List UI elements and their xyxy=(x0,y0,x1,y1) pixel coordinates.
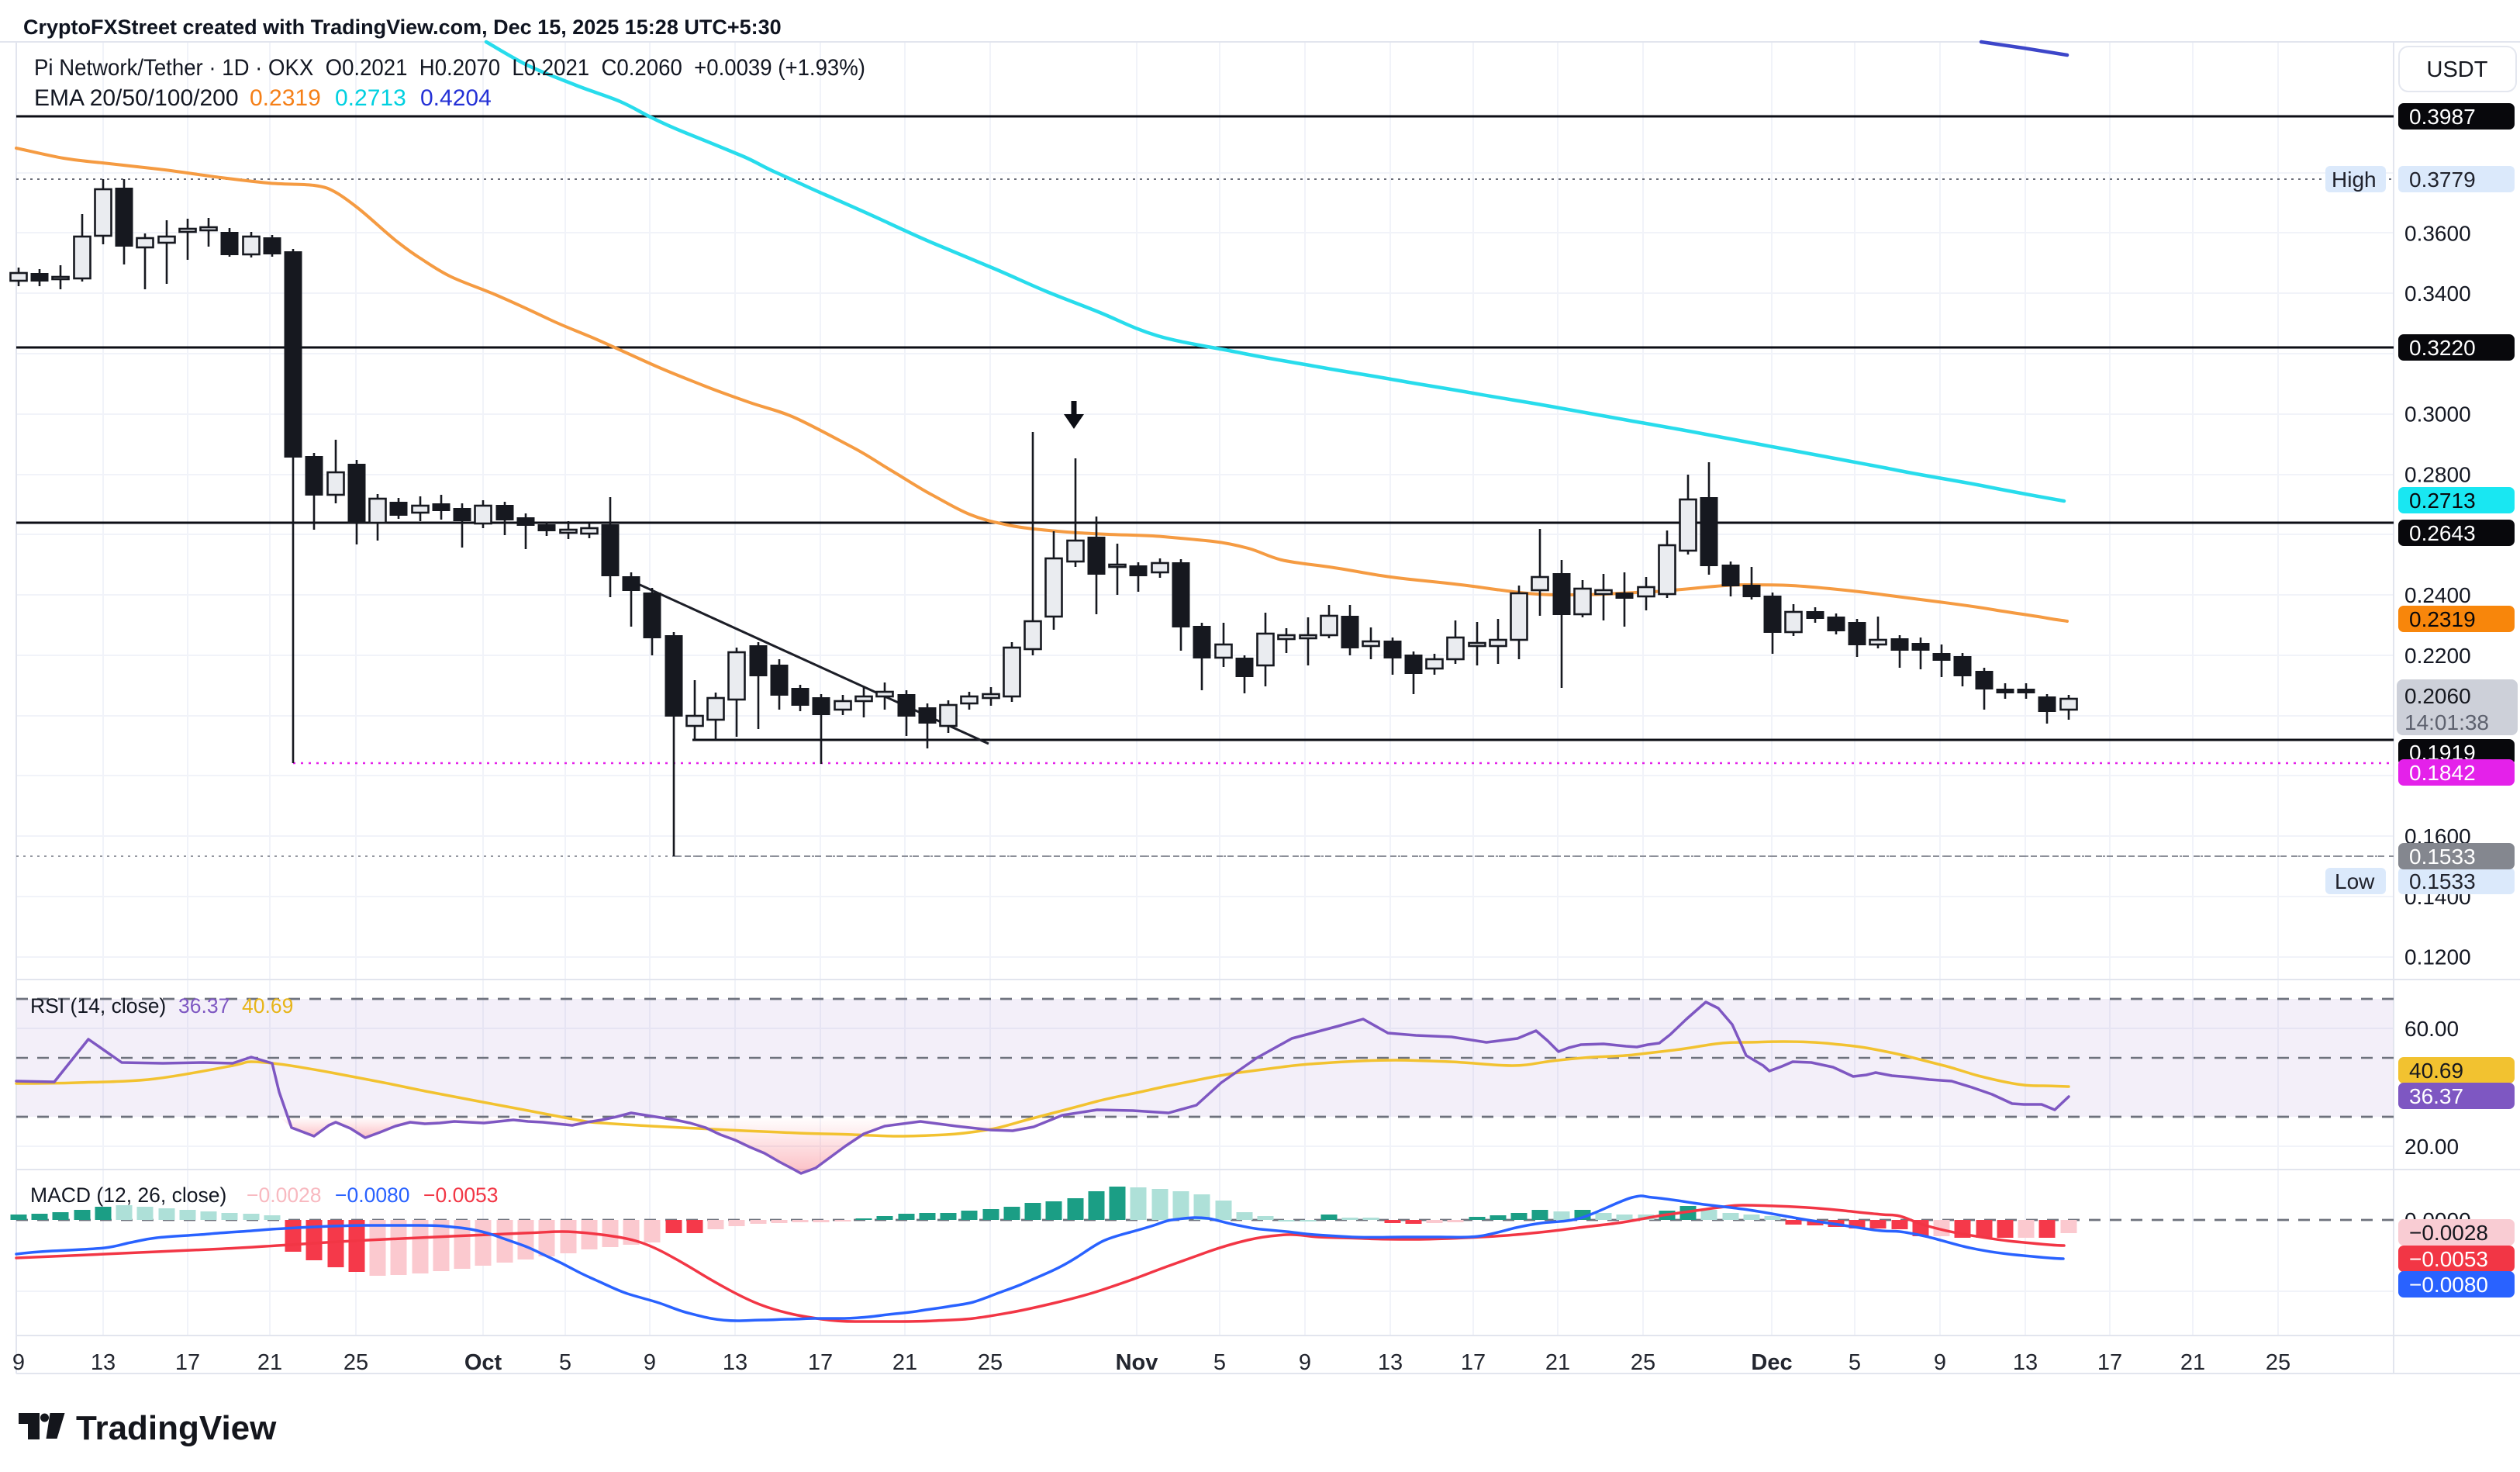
svg-text:0.3220: 0.3220 xyxy=(2409,336,2476,360)
svg-text:36.37: 36.37 xyxy=(178,994,230,1018)
svg-text:Oct: Oct xyxy=(464,1350,502,1375)
svg-text:0.1842: 0.1842 xyxy=(2409,761,2476,785)
svg-text:21: 21 xyxy=(257,1350,282,1375)
svg-text:25: 25 xyxy=(343,1350,368,1375)
svg-text:Low: Low xyxy=(2335,869,2375,893)
svg-text:0.2200: 0.2200 xyxy=(2404,644,2471,668)
svg-text:−0.0028: −0.0028 xyxy=(247,1183,322,1207)
svg-text:0.1533: 0.1533 xyxy=(2409,869,2476,893)
svg-text:0.1200: 0.1200 xyxy=(2404,945,2471,969)
svg-text:RSI (14, close): RSI (14, close) xyxy=(30,994,166,1018)
svg-text:9: 9 xyxy=(644,1350,656,1375)
svg-text:17: 17 xyxy=(2097,1350,2122,1375)
svg-text:−0.0028: −0.0028 xyxy=(2409,1221,2488,1245)
svg-text:14:01:38: 14:01:38 xyxy=(2404,710,2489,734)
svg-text:40.69: 40.69 xyxy=(2409,1059,2463,1083)
svg-text:9: 9 xyxy=(1934,1350,1946,1375)
svg-text:0.3779: 0.3779 xyxy=(2409,168,2476,192)
svg-text:USDT: USDT xyxy=(2427,57,2488,82)
svg-text:0.2400: 0.2400 xyxy=(2404,583,2471,607)
svg-text:9: 9 xyxy=(1299,1350,1311,1375)
svg-text:20.00: 20.00 xyxy=(2404,1135,2459,1159)
svg-text:Dec: Dec xyxy=(1751,1350,1792,1375)
svg-text:0.2319: 0.2319 xyxy=(2409,607,2476,631)
svg-text:13: 13 xyxy=(723,1350,747,1375)
svg-text:5: 5 xyxy=(1849,1350,1861,1375)
svg-text:0.3000: 0.3000 xyxy=(2404,403,2471,427)
svg-text:0.1533: 0.1533 xyxy=(2409,845,2476,869)
svg-text:0.3600: 0.3600 xyxy=(2404,221,2471,245)
svg-text:25: 25 xyxy=(1631,1350,1655,1375)
svg-text:13: 13 xyxy=(91,1350,116,1375)
svg-text:21: 21 xyxy=(892,1350,917,1375)
svg-text:60.00: 60.00 xyxy=(2404,1017,2459,1041)
svg-text:40.69: 40.69 xyxy=(242,994,293,1018)
svg-text:25: 25 xyxy=(2266,1350,2290,1375)
svg-text:17: 17 xyxy=(808,1350,833,1375)
svg-text:CryptoFXStreet created with Tr: CryptoFXStreet created with TradingView.… xyxy=(23,16,782,39)
svg-text:Nov: Nov xyxy=(1116,1350,1158,1375)
svg-text:−0.0080: −0.0080 xyxy=(2409,1273,2488,1297)
svg-text:Pi Network/Tether · 1D · OKX: Pi Network/Tether · 1D · OKX O0.2021 H0.… xyxy=(34,55,865,81)
svg-text:5: 5 xyxy=(559,1350,571,1375)
svg-text:36.37: 36.37 xyxy=(2409,1084,2463,1108)
svg-text:13: 13 xyxy=(2013,1350,2038,1375)
svg-text:13: 13 xyxy=(1378,1350,1403,1375)
svg-text:0.2713: 0.2713 xyxy=(335,85,406,111)
svg-text:High: High xyxy=(2332,168,2377,192)
svg-text:MACD (12, 26, close): MACD (12, 26, close) xyxy=(30,1183,226,1207)
svg-text:−0.0053: −0.0053 xyxy=(2409,1247,2488,1271)
svg-text:17: 17 xyxy=(175,1350,200,1375)
svg-text:5: 5 xyxy=(1213,1350,1226,1375)
svg-text:0.2319: 0.2319 xyxy=(250,85,321,111)
svg-text:0.2060: 0.2060 xyxy=(2404,684,2471,708)
svg-text:9: 9 xyxy=(12,1350,25,1375)
svg-text:0.3987: 0.3987 xyxy=(2409,105,2476,129)
svg-text:21: 21 xyxy=(1545,1350,1570,1375)
svg-text:EMA 20/50/100/200: EMA 20/50/100/200 xyxy=(34,85,239,111)
svg-text:−0.0053: −0.0053 xyxy=(423,1183,499,1207)
svg-text:−0.0080: −0.0080 xyxy=(335,1183,410,1207)
svg-text:TradingView: TradingView xyxy=(76,1409,277,1447)
svg-text:0.2643: 0.2643 xyxy=(2409,521,2476,545)
svg-text:21: 21 xyxy=(2180,1350,2205,1375)
svg-text:17: 17 xyxy=(1461,1350,1486,1375)
svg-text:0.3400: 0.3400 xyxy=(2404,282,2471,306)
svg-text:0.2800: 0.2800 xyxy=(2404,463,2471,487)
svg-text:0.4204: 0.4204 xyxy=(420,85,492,111)
svg-text:25: 25 xyxy=(978,1350,1003,1375)
svg-text:0.2713: 0.2713 xyxy=(2409,489,2476,513)
